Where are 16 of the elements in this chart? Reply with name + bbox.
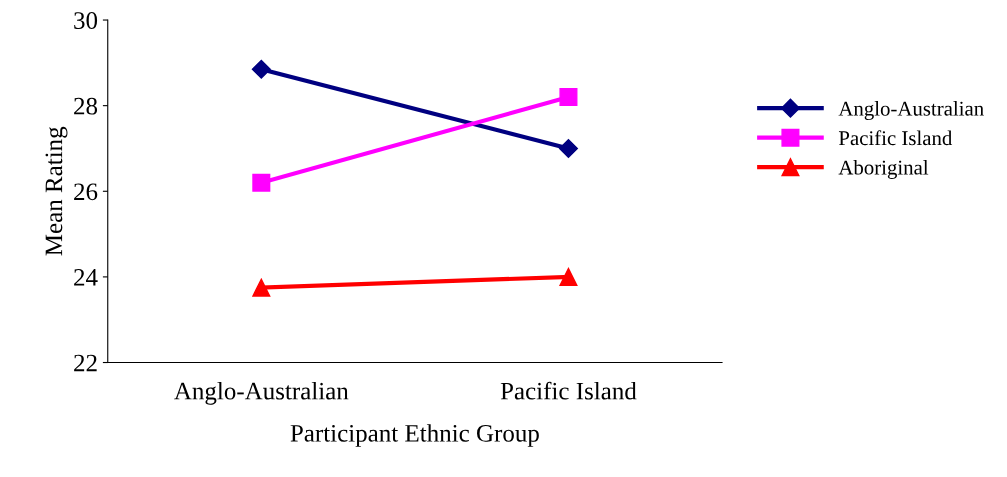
y-tick-label: 22 [74,354,97,372]
y-tick-label: 24 [74,269,98,286]
point [252,278,271,297]
y-tick-label: 28 [74,97,98,115]
point [559,88,578,107]
legend-label: Anglo-Australian [838,101,984,120]
point [252,173,271,192]
legend-label: Aboriginal [838,159,929,179]
point [558,138,578,159]
point [559,267,578,286]
x-axis-title: Participant Ethnic Group [290,424,539,447]
y-tick-label: 30 [74,12,98,29]
point [251,59,271,79]
y-tick-label: 26 [74,183,98,201]
legend-label: Pacific Island [838,130,953,146]
y-axis-title: Mean Rating [45,126,68,256]
